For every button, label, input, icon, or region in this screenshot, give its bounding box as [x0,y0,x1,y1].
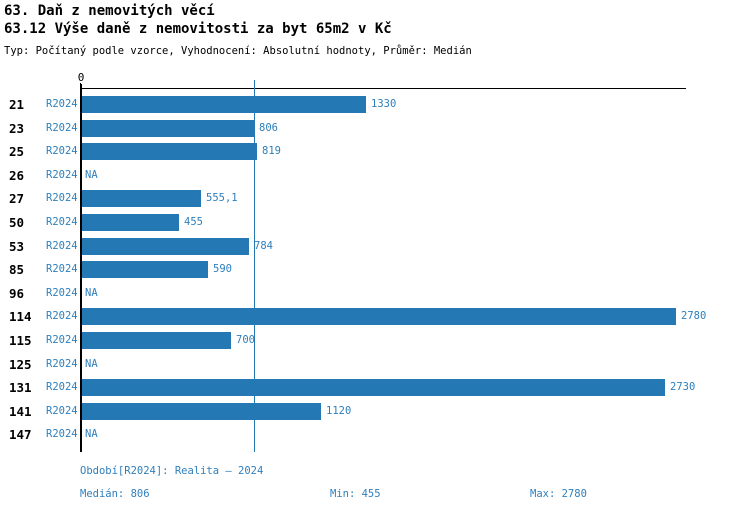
series-label: R2024 [46,240,78,252]
bar-row: 21 R2024 1330 [0,96,750,113]
bar [82,96,366,113]
series-label: R2024 [46,358,78,370]
series-label: R2024 [46,192,78,204]
bar-row: 114 R2024 2780 [0,308,750,325]
axis-zero-label: 0 [77,71,85,84]
category-label: 53 [9,239,25,254]
series-label: R2024 [46,145,78,157]
series-label: R2024 [46,169,78,181]
x-axis-line [80,88,686,89]
category-label: 141 [9,404,32,419]
category-label: 26 [9,168,25,183]
bar-row: 115 R2024 700 [0,332,750,349]
value-label: 1330 [371,98,397,110]
category-label: 125 [9,357,32,372]
na-label: NA [85,358,98,370]
category-label: 25 [9,144,25,159]
footer-max: Max: 2780 [530,488,587,500]
chart-meta: Typ: Počítaný podle vzorce, Vyhodnocení:… [4,45,472,57]
value-label: 784 [254,240,273,252]
bar [82,403,321,420]
bar [82,379,665,396]
series-label: R2024 [46,98,78,110]
footer-median: Medián: 806 [80,488,150,500]
bar-row: 147 R2024 NA [0,426,750,443]
bar [82,120,254,137]
chart-subtitle: 63.12 Výše daně z nemovitosti za byt 65m… [4,21,392,37]
category-label: 115 [9,333,32,348]
series-label: R2024 [46,405,78,417]
category-label: 96 [9,286,25,301]
na-label: NA [85,169,98,181]
bar [82,214,179,231]
value-label: 806 [259,122,278,134]
bar [82,143,257,160]
value-label: 590 [213,263,232,275]
bar [82,238,249,255]
na-label: NA [85,287,98,299]
value-label: 2780 [681,310,707,322]
series-label: R2024 [46,381,78,393]
y-axis-line [80,84,82,452]
page-title: 63. Daň z nemovitých věcí [4,3,215,19]
category-label: 27 [9,191,25,206]
category-label: 50 [9,215,25,230]
value-label: 700 [236,334,255,346]
series-label: R2024 [46,263,78,275]
series-label: R2024 [46,122,78,134]
value-label: 1120 [326,405,352,417]
bar [82,261,208,278]
value-label: 455 [184,216,203,228]
series-label: R2024 [46,334,78,346]
value-label: 2730 [670,381,696,393]
bar-row: 125 R2024 NA [0,356,750,373]
series-label: R2024 [46,287,78,299]
bar [82,308,676,325]
category-label: 114 [9,309,32,324]
bar-row: 131 R2024 2730 [0,379,750,396]
category-label: 85 [9,262,25,277]
footer-min: Min: 455 [330,488,381,500]
bar-row: 50 R2024 455 [0,214,750,231]
value-label: 819 [262,145,281,157]
value-label: 555,1 [206,192,238,204]
category-label: 21 [9,97,25,112]
footer-period: Období[R2024]: Realita – 2024 [80,465,264,477]
bar-row: 96 R2024 NA [0,285,750,302]
category-label: 131 [9,380,32,395]
bar-row: 141 R2024 1120 [0,403,750,420]
bar-row: 26 R2024 NA [0,167,750,184]
bar-row: 27 R2024 555,1 [0,190,750,207]
series-label: R2024 [46,310,78,322]
bar-row: 53 R2024 784 [0,238,750,255]
na-label: NA [85,428,98,440]
series-label: R2024 [46,216,78,228]
bar-row: 25 R2024 819 [0,143,750,160]
bar-row: 23 R2024 806 [0,120,750,137]
bar-row: 85 R2024 590 [0,261,750,278]
category-label: 147 [9,427,32,442]
series-label: R2024 [46,428,78,440]
median-line [254,80,255,452]
bar [82,332,231,349]
bar [82,190,201,207]
category-label: 23 [9,121,25,136]
